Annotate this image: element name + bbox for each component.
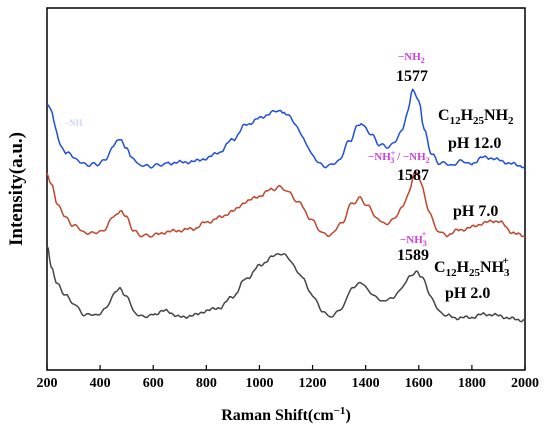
- peak-label-blue: 1577: [396, 68, 428, 85]
- sample-label-blue: C12H25NH2: [438, 107, 514, 127]
- x-tick-label: 1000: [245, 376, 273, 391]
- x-tick-label: 1800: [458, 376, 486, 391]
- peak-label-black: 1589: [397, 247, 429, 264]
- x-axis-title-close: ): [345, 407, 350, 424]
- x-tick-label: 1400: [352, 376, 380, 391]
- ph-label-black: pH 2.0: [445, 285, 490, 302]
- ph-label-blue: pH 12.0: [448, 135, 501, 152]
- series-line-1: [46, 88, 526, 169]
- group-label-black: −NH3+: [400, 230, 427, 248]
- x-tick-label: 200: [37, 376, 58, 391]
- group-label-blue: −NH2: [398, 51, 425, 65]
- series-line-2: [46, 170, 526, 238]
- x-axis-title: Raman Shift(cm−1): [221, 405, 351, 424]
- group-label-red: −NH+ 3 / −NH2: [368, 149, 430, 165]
- x-axis-title-main: Raman Shift(cm: [221, 407, 334, 424]
- peak-label-red: 1587: [397, 167, 429, 184]
- y-axis-title: Intensity(a.u.): [6, 132, 27, 246]
- sample-label-black: C12H25NH3+: [434, 255, 510, 279]
- x-tick-label: 400: [90, 376, 111, 391]
- series-line-3: [46, 245, 526, 323]
- x-tick-label: 800: [196, 376, 217, 391]
- plot-frame: [46, 7, 526, 371]
- faint-label-left: −NH: [64, 118, 83, 128]
- ph-label-red: pH 7.0: [453, 203, 498, 220]
- x-tick-label: 2000: [511, 376, 539, 391]
- series-group: [46, 88, 526, 323]
- x-ticks: 200 400 600 800 1000 1200 1400 1600 1800 2000: [37, 365, 539, 391]
- x-tick-label: 600: [143, 376, 164, 391]
- x-axis-title-sup: −1: [334, 405, 346, 417]
- x-tick-label: 1200: [299, 376, 327, 391]
- x-tick-label: 1600: [405, 376, 433, 391]
